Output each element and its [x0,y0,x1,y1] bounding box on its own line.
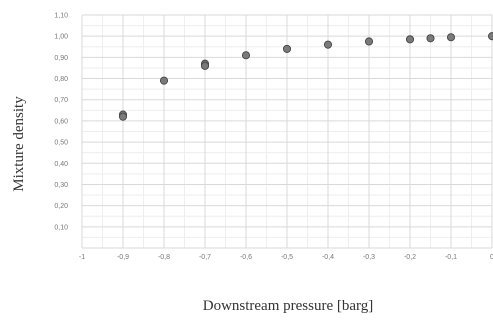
y-tick-label: 0,80 [54,76,68,83]
y-tick-label: 0,60 [54,118,68,125]
data-point [241,51,251,60]
x-axis-label: Downstream pressure [barg] [203,298,374,314]
y-axis-label: Mixture density [11,96,27,192]
y-tick-label: 0,70 [54,97,68,104]
x-tick-label: -1 [79,254,85,261]
data-point [323,40,333,49]
data-point [200,61,210,70]
x-tick-label: -0,4 [322,254,334,261]
x-tick-label: -0,5 [281,254,293,261]
x-tick-label: -0,6 [240,254,252,261]
data-point [446,33,456,42]
y-tick-label: 0,90 [54,55,68,62]
data-point [405,35,415,44]
x-tick-label: -0,1 [445,254,457,261]
data-point [159,76,169,85]
data-point [426,34,435,43]
x-tick-label: 0 [490,254,493,261]
x-tick-label: -0,3 [363,254,375,261]
data-points [118,32,493,121]
y-tick-label: 0,50 [54,140,68,147]
y-tick-label: 0,10 [54,224,68,231]
y-tick-label: 0,30 [54,182,68,189]
y-tick-label: 1,10 [54,13,68,20]
y-tick-label: 0,40 [54,161,68,168]
y-tick-label: 1,00 [54,34,68,41]
y-tick-label: 0,20 [54,203,68,210]
data-point [364,37,374,46]
x-tick-label: -0,7 [199,254,211,261]
x-tick-label: -0,8 [158,254,170,261]
data-point [118,112,128,121]
x-tick-label: -0,2 [404,254,416,261]
data-point [282,44,292,53]
y-axis-ticks: 0,10 0,20 0,30 0,40 0,50 0,60 0,70 0,80 0,90 1,00… [54,13,68,232]
data-point [487,32,493,41]
x-tick-label: -0,9 [117,254,129,261]
chart-grid [81,14,493,249]
x-axis-ticks: -1 -0,9 -0,8 -0,7 -0,6 -0,5 -0,4 -0,3 -0,2 -0,1 0 [79,254,493,261]
